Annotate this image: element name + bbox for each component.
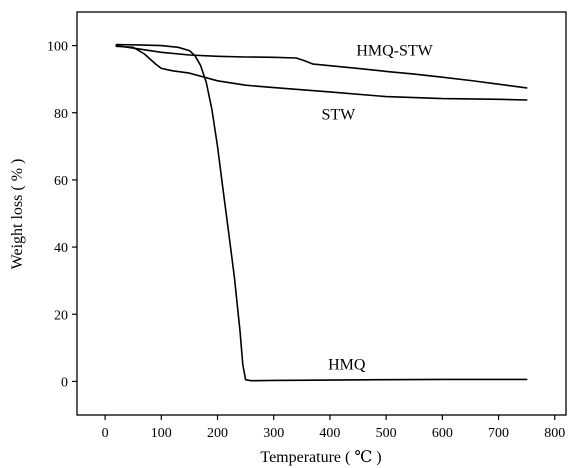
series-label-stw: STW (321, 106, 356, 123)
y-axis-title: Weight loss ( % ) (9, 159, 26, 270)
x-tick-label: 200 (207, 426, 228, 441)
plot-frame (76, 11, 567, 416)
y-tick-label: 60 (54, 174, 68, 189)
axis-ticks (72, 44, 556, 420)
series-lines (115, 43, 528, 382)
x-tick-label: 400 (319, 426, 340, 441)
x-tick-label: 800 (544, 426, 565, 441)
series-label-hmq: HMQ (328, 357, 366, 374)
y-tick-label: 0 (61, 375, 68, 390)
x-tick-label: 0 (102, 426, 109, 441)
x-tick-label: 300 (263, 426, 284, 441)
series-labels: HMQ-STW STW HMQ (321, 43, 433, 374)
x-tick-label: 100 (151, 426, 172, 441)
y-tick-label: 100 (47, 40, 68, 55)
series-line-hmq (115, 43, 528, 382)
series-label-hmq-stw: HMQ-STW (356, 43, 433, 60)
y-tick-label: 80 (54, 107, 68, 122)
series-line-hmq-stw (115, 44, 528, 89)
y-tick-label: 40 (54, 241, 68, 256)
x-tick-label: 700 (488, 426, 509, 441)
x-axis-title: Temperature ( ℃ ) (260, 449, 381, 466)
x-tick-label: 500 (376, 426, 397, 441)
y-tick-label: 20 (54, 308, 68, 323)
axis-tick-labels: 0 100 200 300 400 500 600 700 800 0 20 40 60 80 100 (47, 40, 565, 441)
x-tick-label: 600 (432, 426, 453, 441)
series-line-stw (115, 45, 528, 101)
